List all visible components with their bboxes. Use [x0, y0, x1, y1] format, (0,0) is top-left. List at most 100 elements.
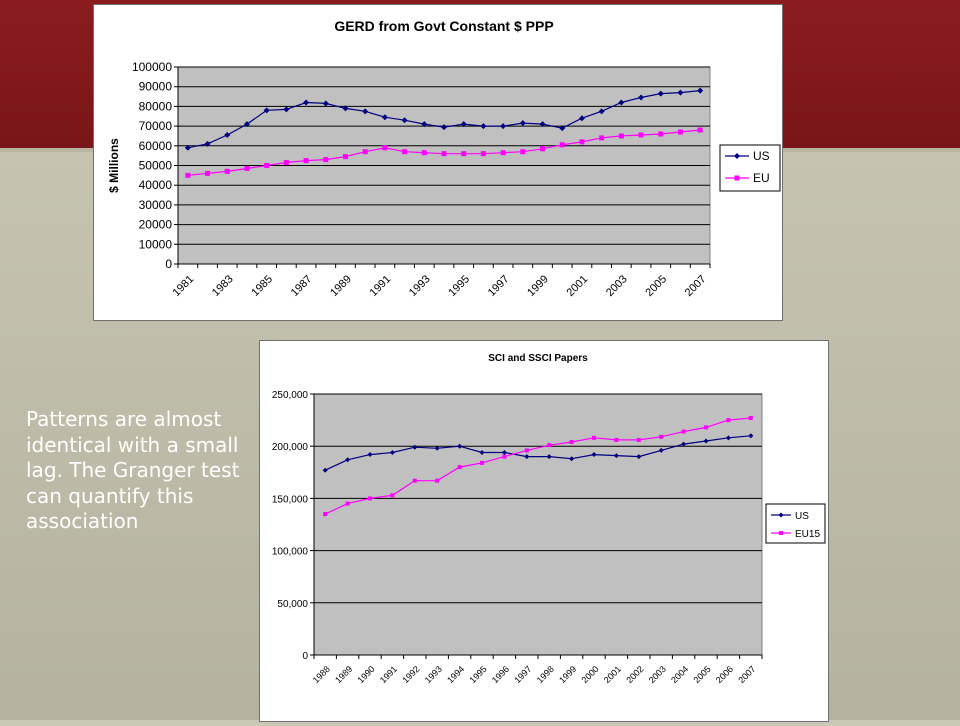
data-point-us	[303, 99, 310, 106]
data-point-us	[401, 117, 408, 124]
x-tick-label: 1998	[535, 664, 556, 685]
legend-box	[765, 503, 826, 544]
legend-marker	[734, 175, 740, 181]
data-point-us	[381, 114, 388, 121]
data-point-us	[725, 435, 731, 441]
data-point-eu	[599, 135, 605, 141]
data-point-eu15	[704, 425, 708, 430]
series-line-us	[324, 435, 751, 471]
y-tick-label: 60000	[139, 139, 173, 153]
x-tick-label: 2007	[736, 664, 757, 685]
data-point-eu	[382, 145, 388, 151]
x-tick-label: 1989	[333, 664, 354, 685]
plot-area	[313, 393, 763, 656]
data-point-eu	[697, 127, 703, 133]
data-point-eu	[402, 149, 408, 155]
data-point-us	[703, 438, 709, 444]
y-tick-label: 200,000	[272, 442, 309, 453]
data-point-us	[322, 100, 329, 107]
legend-marker	[734, 153, 740, 159]
x-tick-label: 1993	[407, 273, 433, 299]
data-point-us	[263, 107, 270, 114]
data-point-eu15	[390, 493, 395, 498]
x-tick-label: 1996	[490, 664, 511, 685]
legend-marker	[778, 512, 784, 518]
data-point-us	[224, 131, 231, 138]
data-point-us	[367, 452, 373, 458]
data-point-us	[681, 441, 687, 447]
data-point-us	[389, 449, 395, 455]
data-point-us	[421, 121, 428, 128]
data-point-eu	[480, 151, 486, 157]
legend-marker	[779, 531, 783, 535]
data-point-us	[480, 123, 487, 130]
data-point-us	[657, 90, 664, 97]
data-point-us	[591, 452, 597, 458]
data-point-us	[500, 123, 507, 130]
x-tick-label: 1983	[210, 273, 236, 299]
data-point-eu15	[480, 460, 484, 465]
data-point-eu15	[457, 465, 462, 470]
y-tick-label: 20000	[139, 218, 173, 232]
data-point-eu	[540, 146, 546, 152]
x-tick-label: 1999	[557, 664, 578, 685]
x-tick-label: 1997	[486, 273, 512, 299]
x-tick-label: 1981	[170, 273, 196, 299]
data-point-us	[412, 444, 418, 450]
y-tick-label: 100,000	[272, 547, 309, 558]
data-point-us	[638, 94, 645, 101]
x-tick-label: 2007	[683, 273, 709, 299]
x-tick-label: 1987	[289, 273, 315, 299]
data-point-us	[618, 99, 625, 106]
data-point-eu	[618, 133, 624, 139]
data-point-eu	[677, 129, 683, 135]
x-tick-label: 2006	[714, 664, 735, 685]
y-tick-label: 0	[302, 651, 308, 662]
legend-label-us: US	[753, 149, 770, 163]
data-point-us	[578, 115, 585, 122]
data-point-eu	[323, 157, 329, 163]
x-tick-label: 2001	[602, 664, 623, 685]
data-point-us	[677, 89, 684, 96]
data-point-us	[613, 453, 619, 459]
slide-caption: Patterns are almost identical with a sma…	[26, 407, 240, 533]
y-tick-label: 40000	[139, 178, 173, 192]
data-point-eu15	[592, 435, 596, 440]
data-point-eu	[244, 165, 250, 171]
x-tick-label: 1997	[512, 664, 533, 685]
data-point-eu	[342, 154, 348, 160]
data-point-us	[441, 124, 447, 131]
data-point-eu	[205, 170, 211, 176]
gerd-chart-svg: GERD from Govt Constant $ PPP 0 10000 20000…	[107, 18, 781, 299]
x-tick-label: 1993	[423, 664, 444, 685]
data-point-eu	[441, 151, 447, 157]
series-line-eu15	[324, 417, 751, 515]
x-tick-label: 2003	[604, 273, 630, 299]
data-point-us	[546, 454, 552, 460]
x-tick-label: 1992	[400, 664, 421, 685]
data-point-us	[283, 106, 290, 113]
x-tick-label: 2005	[643, 273, 669, 299]
data-point-eu	[500, 150, 506, 156]
x-tick-label: 2003	[647, 664, 668, 685]
data-point-us	[362, 108, 369, 115]
x-tick-label: 2000	[580, 664, 601, 685]
x-tick-label: 2005	[692, 664, 713, 685]
y-tick-label: 100000	[132, 60, 172, 74]
data-point-eu15	[368, 496, 372, 501]
chart-title: SCI and SSCI Papers	[488, 353, 588, 364]
data-point-eu15	[659, 434, 664, 439]
data-point-us	[636, 454, 642, 460]
data-point-us	[658, 447, 664, 453]
data-point-us	[598, 108, 605, 115]
x-tick-label: 1991	[378, 664, 399, 685]
data-point-eu15	[569, 440, 574, 445]
data-point-us	[184, 144, 191, 151]
y-tick-label: 30000	[139, 198, 173, 212]
data-point-eu	[559, 142, 565, 148]
data-point-eu	[303, 158, 309, 164]
data-point-us	[460, 121, 467, 128]
x-tick-label: 1994	[445, 664, 466, 685]
data-point-us	[501, 449, 507, 455]
data-point-us	[748, 433, 754, 439]
